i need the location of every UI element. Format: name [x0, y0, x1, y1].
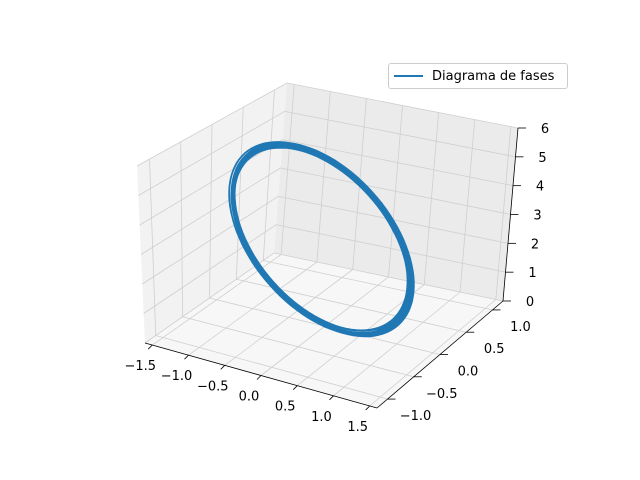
z-tick-label: 1: [528, 266, 536, 281]
grid-line-z: [143, 224, 277, 314]
grid-line-z: [273, 252, 504, 302]
grid-line-y: [182, 316, 414, 378]
grid-line-z: [136, 82, 288, 167]
z-tick-label: 0: [526, 295, 534, 310]
z-tick-label: 6: [541, 122, 549, 137]
x-tick: [147, 344, 153, 350]
series-line-diagrama-de-fases: [228, 141, 415, 338]
x-tick-label: −0.5: [197, 379, 229, 394]
x-tick: [292, 385, 298, 390]
x-tick-label: 1.0: [311, 410, 332, 425]
grid-line-z: [139, 139, 283, 226]
y-tick-label: 0.0: [458, 365, 479, 380]
grid-line-z: [286, 82, 519, 129]
grid-line-z: [282, 139, 514, 187]
legend-label: Diagrama de fases: [432, 68, 555, 84]
grid-line-z: [142, 195, 279, 285]
series-group: [228, 141, 415, 338]
grid-line-z: [284, 110, 516, 158]
x-tick-label: −1.5: [124, 359, 156, 374]
tick-labels: −1.5−1.0−0.50.00.51.01.5−1.0−0.50.00.51.…: [124, 122, 549, 435]
z-tick-label: 3: [533, 209, 541, 224]
x-tick: [220, 365, 226, 370]
z-tick-label: 4: [536, 180, 544, 195]
grid-line-z: [280, 167, 511, 215]
x-tick-label: 0.5: [275, 400, 296, 415]
x-tick-label: 1.5: [347, 420, 368, 435]
z-tick-label: 5: [538, 151, 546, 166]
x-tick: [256, 375, 262, 380]
grid-line-z: [276, 224, 506, 273]
z-tick-label: 2: [531, 237, 539, 252]
x-tick-label: 0.0: [239, 390, 260, 405]
grid-line-y: [155, 335, 388, 400]
x-tick: [184, 354, 189, 360]
grid-line-z: [144, 252, 275, 344]
y-tick-label: −1.0: [400, 409, 432, 424]
legend: Diagrama de fases: [388, 63, 568, 89]
grid-line-z: [138, 110, 286, 196]
pane-left: [137, 83, 287, 343]
pane-back: [274, 83, 518, 301]
legend-line-swatch: [394, 75, 423, 77]
tick-marks: [147, 127, 526, 411]
y-tick-label: 0.5: [484, 342, 505, 357]
y-tick-label: 1.0: [510, 320, 531, 335]
grid-line-z: [140, 167, 281, 255]
grid-line-y: [263, 260, 493, 311]
y-tick-label: −0.5: [426, 387, 458, 402]
x-tick: [329, 395, 334, 401]
x-tick-label: −1.0: [161, 369, 193, 384]
x-tick: [365, 405, 371, 411]
